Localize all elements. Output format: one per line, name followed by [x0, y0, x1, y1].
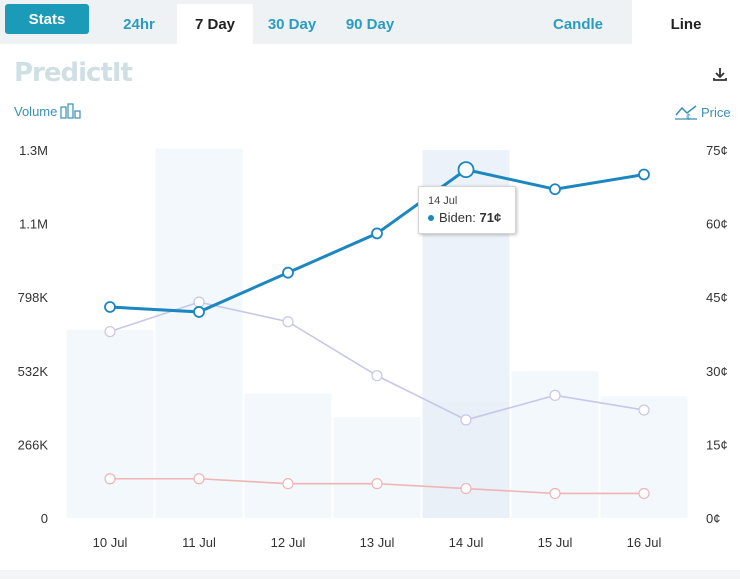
series-point	[549, 487, 561, 500]
series-point	[104, 301, 116, 313]
tooltip-series-name: Biden	[439, 210, 473, 225]
series-point	[638, 487, 650, 500]
tab-candle[interactable]: Candle	[552, 15, 603, 33]
right-axis-tick-label: 45¢	[706, 290, 728, 305]
series-point	[549, 183, 561, 196]
volume-bar	[155, 148, 243, 518]
left-axis-tick-label: 532K	[18, 364, 49, 379]
series-point	[193, 306, 205, 318]
left-axis-tick-label: 1.1M	[19, 217, 48, 232]
right-axis-tick-label: 75¢	[706, 143, 728, 158]
right-axis-tick-label: 30¢	[706, 364, 728, 379]
series-point	[457, 161, 475, 179]
series-point	[282, 266, 294, 279]
x-axis-tick-label: 13 Jul	[360, 535, 395, 550]
right-axis-tick-label: 15¢	[706, 437, 728, 452]
series-point	[193, 296, 205, 308]
tab-30-day[interactable]: 30 Day	[267, 15, 317, 33]
tooltip-series-dot	[428, 214, 434, 221]
price-legend-label: Price	[701, 104, 731, 120]
tab-bar: Stats 24hr 7 Day 30 Day 90 Day Candle Li…	[0, 0, 740, 44]
svg-text:¢: ¢	[686, 112, 691, 121]
series-point	[460, 482, 472, 495]
tab-7-day[interactable]: 7 Day	[177, 4, 253, 44]
predictit-logo: PredictIt	[14, 58, 133, 88]
left-axis-tick-label: 798K	[18, 290, 49, 305]
series-point	[104, 325, 116, 338]
volume-legend-label: Volume	[14, 103, 58, 119]
volume-bar	[333, 417, 421, 518]
volume-legend[interactable]: Volume	[14, 103, 82, 119]
tab-bar-background	[0, 0, 632, 44]
x-axis-tick-label: 10 Jul	[93, 535, 128, 550]
left-axis-tick-label: 266K	[18, 437, 49, 452]
x-axis-tick-label: 12 Jul	[271, 535, 306, 550]
right-axis-tick-label: 0¢	[706, 511, 720, 526]
tooltip-value: 71¢	[479, 210, 502, 225]
left-axis-tick-label: 1.3M	[19, 143, 48, 158]
download-icon[interactable]	[712, 66, 728, 87]
tooltip-value-line: Biden: 71¢	[428, 210, 501, 225]
x-axis-tick-label: 16 Jul	[627, 535, 662, 550]
price-legend[interactable]: ¢ Price	[674, 103, 731, 121]
series-point	[104, 473, 116, 485]
tab-24hr[interactable]: 24hr	[123, 15, 155, 33]
series-point	[638, 404, 650, 416]
right-axis-tick-label: 60¢	[706, 217, 728, 232]
x-axis-tick-label: 14 Jul	[449, 535, 484, 550]
left-axis-tick-label: 0	[41, 511, 48, 526]
series-point	[282, 316, 294, 328]
tab-line[interactable]: Line	[646, 4, 726, 44]
series-point	[460, 414, 472, 426]
series-point	[193, 473, 205, 485]
series-point	[371, 370, 383, 382]
series-point	[549, 389, 561, 401]
series-point	[638, 168, 650, 181]
series-point	[282, 478, 294, 490]
chart-tooltip: 14 Jul Biden: 71¢	[418, 186, 516, 234]
volume-bar	[66, 329, 154, 518]
series-point	[371, 227, 383, 240]
tab-90-day[interactable]: 90 Day	[345, 15, 395, 33]
bottom-strip	[0, 570, 740, 579]
stats-button[interactable]: Stats	[5, 4, 89, 34]
tooltip-date: 14 Jul	[428, 195, 458, 207]
line-chart-icon: ¢	[675, 105, 697, 121]
x-axis-tick-label: 15 Jul	[538, 535, 573, 550]
series-point	[371, 478, 383, 490]
volume-bar	[244, 393, 332, 518]
x-axis-tick-label: 11 Jul	[182, 535, 216, 550]
bar-chart-icon	[60, 103, 81, 119]
